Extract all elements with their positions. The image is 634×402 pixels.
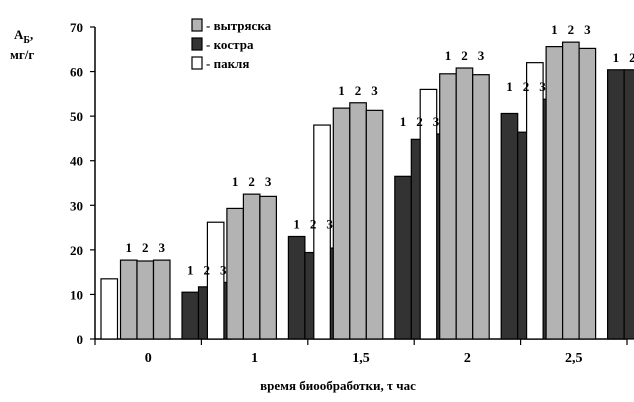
bar-vytryaska xyxy=(365,109,384,340)
replicate-label: 2 xyxy=(355,83,362,98)
y-tick-label: 70 xyxy=(70,20,83,35)
bar-kostra xyxy=(500,112,519,340)
y-axis-unit: мг/г xyxy=(10,47,34,62)
bar-kostra xyxy=(606,69,625,340)
replicate-label: 2 xyxy=(142,240,149,255)
bar-paklya xyxy=(313,124,331,340)
replicate-label: 2 xyxy=(461,48,468,63)
bar-vytryaska xyxy=(259,195,277,340)
bar-vytryaska xyxy=(545,46,564,340)
replicate-label: 1 xyxy=(293,216,300,231)
bar-paklya xyxy=(419,88,438,340)
replicate-label: 3 xyxy=(584,22,591,37)
replicate-label: 2 xyxy=(248,174,255,189)
replicate-label: 2 xyxy=(310,216,317,231)
replicate-labels: 112233112233112233112233112233 xyxy=(126,22,634,277)
replicate-label: 3 xyxy=(159,240,166,255)
bar-paklya xyxy=(100,278,119,340)
legend-label: - вытряска xyxy=(206,18,272,33)
bar-vytryaska xyxy=(152,259,171,340)
bar-vytryaska xyxy=(578,47,597,340)
bar-vytryaska xyxy=(472,74,490,340)
replicate-label: 3 xyxy=(539,79,546,94)
replicate-label: 2 xyxy=(523,79,530,94)
replicate-label: 3 xyxy=(478,48,485,63)
y-tick-label: 0 xyxy=(77,332,84,347)
x-tick-label: 2,5 xyxy=(565,351,583,366)
y-axis-label-suffix: , xyxy=(30,27,33,42)
replicate-label: 1 xyxy=(445,48,452,63)
replicate-label: 1 xyxy=(232,174,239,189)
legend-swatch xyxy=(191,56,203,70)
bar-vytryaska xyxy=(439,73,457,340)
bar-vytryaska xyxy=(119,259,138,340)
bar-paklya xyxy=(206,221,225,340)
legend-swatch xyxy=(191,18,203,32)
bars xyxy=(100,41,634,340)
replicate-label: 3 xyxy=(265,174,272,189)
replicate-label: 1 xyxy=(338,83,345,98)
x-tick-label: 2 xyxy=(464,351,471,366)
bar-paklya xyxy=(525,62,544,340)
y-tick-label: 40 xyxy=(70,154,83,169)
bar-vytryaska xyxy=(332,107,351,340)
y-axis-label-main: А xyxy=(14,27,24,42)
x-tick-label: 1,5 xyxy=(352,351,370,366)
y-axis-label-sub: Б xyxy=(23,35,30,46)
bar-vytryaska xyxy=(226,207,244,340)
y-tick-label: 30 xyxy=(70,198,83,213)
replicate-label: 1 xyxy=(613,50,620,65)
legend: - вытряска - костра - пакля xyxy=(191,18,272,71)
bar-kostra xyxy=(623,69,634,340)
y-tick-label: 20 xyxy=(70,243,83,258)
bar-vytryaska xyxy=(455,67,474,340)
legend-swatch xyxy=(191,37,203,51)
replicate-label: 1 xyxy=(126,240,133,255)
replicate-label: 1 xyxy=(551,22,558,37)
bar-vytryaska xyxy=(242,193,261,340)
bar-vytryaska xyxy=(349,102,367,340)
x-tick-label: 0 xyxy=(145,351,152,366)
replicate-label: 3 xyxy=(220,262,227,277)
bar-vytryaska xyxy=(561,41,580,340)
y-tick-label: 50 xyxy=(70,109,83,124)
x-axis-title: время биообработки, τ час xyxy=(260,378,416,393)
replicate-label: 3 xyxy=(326,216,333,231)
replicate-label: 3 xyxy=(433,114,440,129)
replicate-label: 2 xyxy=(204,262,211,277)
replicate-label: 1 xyxy=(400,114,407,129)
replicate-label: 1 xyxy=(506,79,513,94)
x-tick-labels: 0 1 1,5 2 2,5 xyxy=(145,351,583,366)
bar-kostra xyxy=(181,291,200,340)
y-tick-label: 10 xyxy=(70,287,83,302)
legend-label: - костра xyxy=(206,37,254,52)
svg-text:АБ,: АБ, xyxy=(14,27,33,46)
replicate-label: 2 xyxy=(416,114,423,129)
bar-vytryaska xyxy=(136,260,155,340)
y-axis-title: АБ, мг/г xyxy=(10,27,34,62)
replicate-label: 2 xyxy=(568,22,575,37)
replicate-label: 2 xyxy=(629,50,634,65)
replicate-label: 3 xyxy=(371,83,378,98)
replicate-label: 1 xyxy=(187,262,194,277)
y-tick-label: 60 xyxy=(70,65,83,80)
bar-kostra xyxy=(394,175,412,340)
y-tick-labels: 0 10 20 30 40 50 60 70 xyxy=(70,20,83,347)
x-tick-label: 1 xyxy=(251,351,258,366)
bar-kostra xyxy=(287,235,306,340)
legend-label: - пакля xyxy=(206,56,249,71)
